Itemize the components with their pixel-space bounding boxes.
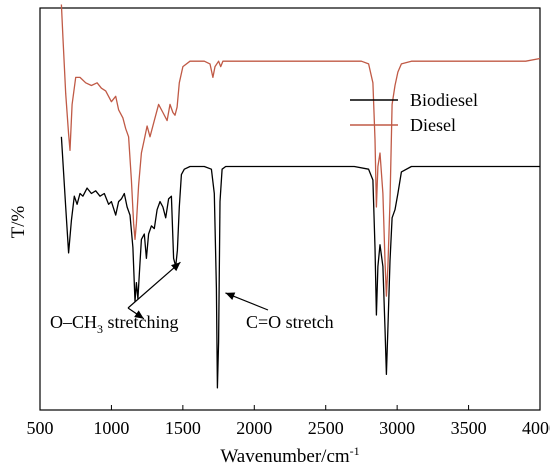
legend-label-biodiesel: Biodiesel	[410, 90, 478, 110]
plot-frame	[39, 7, 541, 411]
series-line-diesel	[60, 4, 541, 297]
annotation-co-stretch: C=O stretch	[246, 312, 334, 332]
annotation-arrow-line	[127, 261, 181, 309]
x-tick-label: 2000	[236, 418, 272, 438]
series-layer	[60, 4, 541, 389]
x-axis-title: Wavenumber/cm-1	[220, 444, 359, 467]
series-line-biodiesel	[60, 136, 540, 389]
x-tick-label: 3000	[379, 418, 415, 438]
x-tick-label: 1500	[165, 418, 201, 438]
legend-label-diesel: Diesel	[410, 115, 456, 135]
x-tick-label: 500	[27, 418, 54, 438]
annotations: O–CH3 stretching C=O stretch	[50, 261, 334, 336]
annotation-arrow-head	[225, 292, 236, 300]
x-tick-label: 1000	[93, 418, 129, 438]
y-axis-title: T/%	[8, 205, 29, 238]
annotation-och3-stretching: O–CH3 stretching	[50, 312, 179, 336]
x-tick-label: 2500	[308, 418, 344, 438]
x-tick-label: 4000	[522, 418, 550, 438]
annotation-arrows	[127, 261, 269, 320]
x-tick-label: 3500	[451, 418, 487, 438]
legend: Biodiesel Diesel	[350, 90, 478, 135]
annotation-arrow-head	[134, 310, 144, 319]
annotation-arrow-head	[171, 262, 181, 272]
x-ticks: 500 1000 1500 2000 2500 3000 3500 4000	[27, 405, 550, 438]
